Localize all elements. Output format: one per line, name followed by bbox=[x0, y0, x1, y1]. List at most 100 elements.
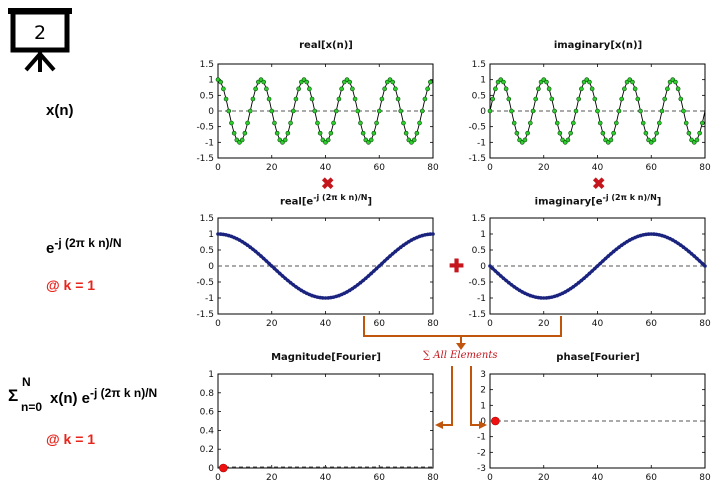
x-tick-label: 80 bbox=[427, 473, 439, 483]
sum-lower-limit: n=0 bbox=[21, 400, 43, 414]
sum-exponent: -j (2π k n)/N bbox=[90, 386, 158, 400]
kernel-point bbox=[582, 276, 586, 281]
signal-point bbox=[347, 79, 352, 85]
y-tick-label: -1 bbox=[477, 294, 486, 304]
kernel-point bbox=[536, 295, 541, 300]
signal-point bbox=[622, 86, 627, 92]
signal-point bbox=[683, 120, 689, 126]
kernel-point bbox=[654, 232, 659, 237]
signal-point bbox=[261, 79, 266, 85]
kernel-point bbox=[560, 291, 565, 296]
signal-point bbox=[528, 120, 533, 126]
kernel-label: e-j (2π k n)/N bbox=[46, 236, 122, 257]
y-tick-label: -0.5 bbox=[468, 278, 486, 288]
signal-point bbox=[654, 130, 659, 136]
kernel-point bbox=[388, 254, 392, 258]
kernel-point bbox=[630, 236, 635, 241]
signal-point bbox=[697, 130, 702, 136]
kernel-point bbox=[329, 295, 333, 300]
signal-point bbox=[231, 130, 237, 136]
kernel-point bbox=[584, 274, 589, 278]
kernel-point bbox=[603, 256, 608, 261]
signal-point bbox=[673, 79, 678, 85]
signal-point bbox=[350, 86, 355, 92]
kernel-point bbox=[218, 232, 223, 236]
kernel-point bbox=[396, 247, 400, 252]
y-tick-label: 0 bbox=[480, 107, 486, 117]
signal-point bbox=[681, 108, 686, 114]
y-tick-label: -1 bbox=[205, 138, 214, 148]
kernel-point bbox=[369, 271, 373, 276]
kernel-point bbox=[614, 247, 619, 252]
kernel-point bbox=[374, 266, 379, 271]
sum-upper-limit: N bbox=[22, 375, 31, 389]
signal-point bbox=[665, 86, 670, 92]
y-tick-label: 1 bbox=[208, 230, 214, 240]
kernel-point bbox=[345, 290, 349, 294]
kernel-point bbox=[393, 249, 398, 254]
x-tick-label: 0 bbox=[487, 319, 493, 329]
arrow-to-phase bbox=[470, 366, 480, 426]
kernel-point bbox=[695, 256, 699, 261]
kernel-point bbox=[611, 249, 616, 254]
y-tick-label: 0.4 bbox=[200, 426, 215, 436]
xn-label: x(n) bbox=[46, 102, 74, 119]
kernel-point bbox=[488, 264, 492, 268]
y-tick-label: -1 bbox=[205, 294, 214, 304]
signal-point bbox=[393, 86, 398, 92]
kernel-point bbox=[372, 269, 376, 273]
kernel-point bbox=[390, 251, 395, 256]
y-tick-label: 3 bbox=[480, 370, 486, 380]
kernel-point bbox=[221, 232, 226, 237]
kernel-point bbox=[347, 288, 352, 293]
y-tick-label: 0 bbox=[208, 107, 214, 117]
signal-point bbox=[568, 130, 573, 136]
signal-point bbox=[608, 137, 614, 143]
kernel-point bbox=[684, 247, 688, 252]
x-tick-label: 80 bbox=[699, 473, 711, 483]
x-tick-label: 60 bbox=[374, 163, 386, 173]
kernel-point bbox=[490, 266, 495, 271]
kernel-point bbox=[286, 278, 290, 283]
x-tick-label: 0 bbox=[215, 319, 221, 329]
sum-all-elements-note: ∑ All Elements bbox=[423, 350, 498, 361]
kernel-point bbox=[523, 291, 527, 296]
signal-point bbox=[511, 120, 517, 126]
kernel-point bbox=[423, 233, 427, 237]
title-real-kernel-end: ] bbox=[367, 196, 373, 208]
signal-point bbox=[309, 96, 315, 102]
signal-point bbox=[307, 86, 312, 92]
bracket-connector bbox=[363, 316, 562, 337]
kernel-point bbox=[496, 271, 500, 276]
signal-point bbox=[422, 96, 428, 102]
y-tick-label: -0.5 bbox=[196, 123, 214, 133]
signal-point bbox=[425, 86, 430, 92]
signal-point bbox=[223, 96, 229, 102]
y-tick-label: 1 bbox=[208, 370, 214, 380]
signal-point bbox=[579, 86, 584, 92]
fourier-point bbox=[219, 463, 228, 473]
kernel-point bbox=[382, 259, 387, 263]
kernel-point bbox=[638, 233, 643, 238]
kernel-point bbox=[644, 232, 648, 237]
signal-point bbox=[382, 86, 387, 92]
signal-point bbox=[595, 108, 600, 114]
signal-point bbox=[678, 96, 684, 102]
kernel-point bbox=[264, 259, 269, 263]
kernel-point bbox=[517, 288, 522, 293]
signal-point bbox=[657, 120, 662, 126]
kernel-exponent: -j (2π k n)/N bbox=[54, 236, 122, 250]
kernel-point bbox=[606, 254, 611, 258]
kernel-point bbox=[398, 245, 403, 249]
kernel-point bbox=[425, 232, 430, 237]
signal-point bbox=[312, 108, 318, 114]
x-tick-label: 40 bbox=[592, 473, 604, 483]
x-tick-label: 60 bbox=[374, 473, 386, 483]
y-tick-label: -1 bbox=[477, 433, 486, 443]
fourier-point bbox=[491, 416, 500, 426]
signal-point bbox=[414, 130, 420, 136]
signal-point bbox=[557, 130, 563, 136]
kernel-point bbox=[679, 243, 683, 248]
signal-point bbox=[226, 108, 232, 114]
signal-point bbox=[229, 120, 234, 126]
